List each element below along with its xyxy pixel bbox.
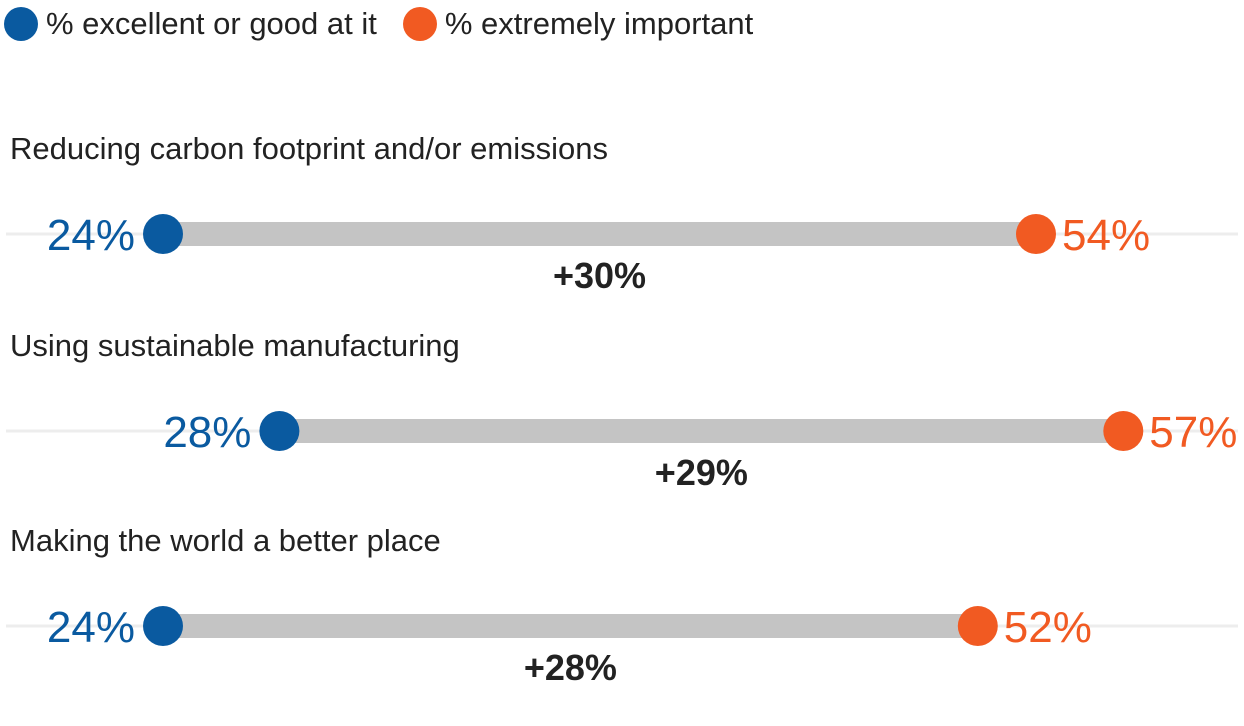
dot-series-b bbox=[1103, 411, 1144, 451]
dot-series-a bbox=[143, 214, 183, 254]
dot-series-a bbox=[143, 606, 183, 646]
category-label: Using sustainable manufacturing bbox=[10, 328, 460, 363]
legend-label-series-a: % excellent or good at it bbox=[46, 6, 377, 41]
value-label-series-b: 52% bbox=[1004, 603, 1092, 652]
legend-item-series-a: % excellent or good at it bbox=[4, 6, 377, 42]
value-label-series-a: 24% bbox=[47, 211, 135, 260]
dot-series-b bbox=[957, 606, 998, 646]
legend-dot-series-b-icon bbox=[402, 7, 437, 41]
difference-label: +28% bbox=[524, 647, 617, 688]
legend-label-series-b: % extremely important bbox=[444, 6, 754, 41]
legend-item-series-b: % extremely important bbox=[402, 6, 754, 42]
category-label: Making the world a better place bbox=[10, 523, 441, 558]
category-label: Reducing carbon footprint and/or emissio… bbox=[10, 131, 608, 166]
dot-series-a bbox=[259, 411, 300, 451]
difference-label: +30% bbox=[553, 255, 646, 296]
difference-label: +29% bbox=[655, 452, 748, 493]
legend-dot-series-a-icon bbox=[4, 7, 38, 41]
value-label-series-a: 24% bbox=[47, 603, 135, 652]
dot-series-b bbox=[1016, 214, 1056, 254]
value-label-series-b: 57% bbox=[1149, 408, 1237, 457]
legend: % excellent or good at it % extremely im… bbox=[4, 4, 779, 44]
value-label-series-b: 54% bbox=[1062, 211, 1150, 260]
value-label-series-a: 28% bbox=[163, 408, 251, 457]
